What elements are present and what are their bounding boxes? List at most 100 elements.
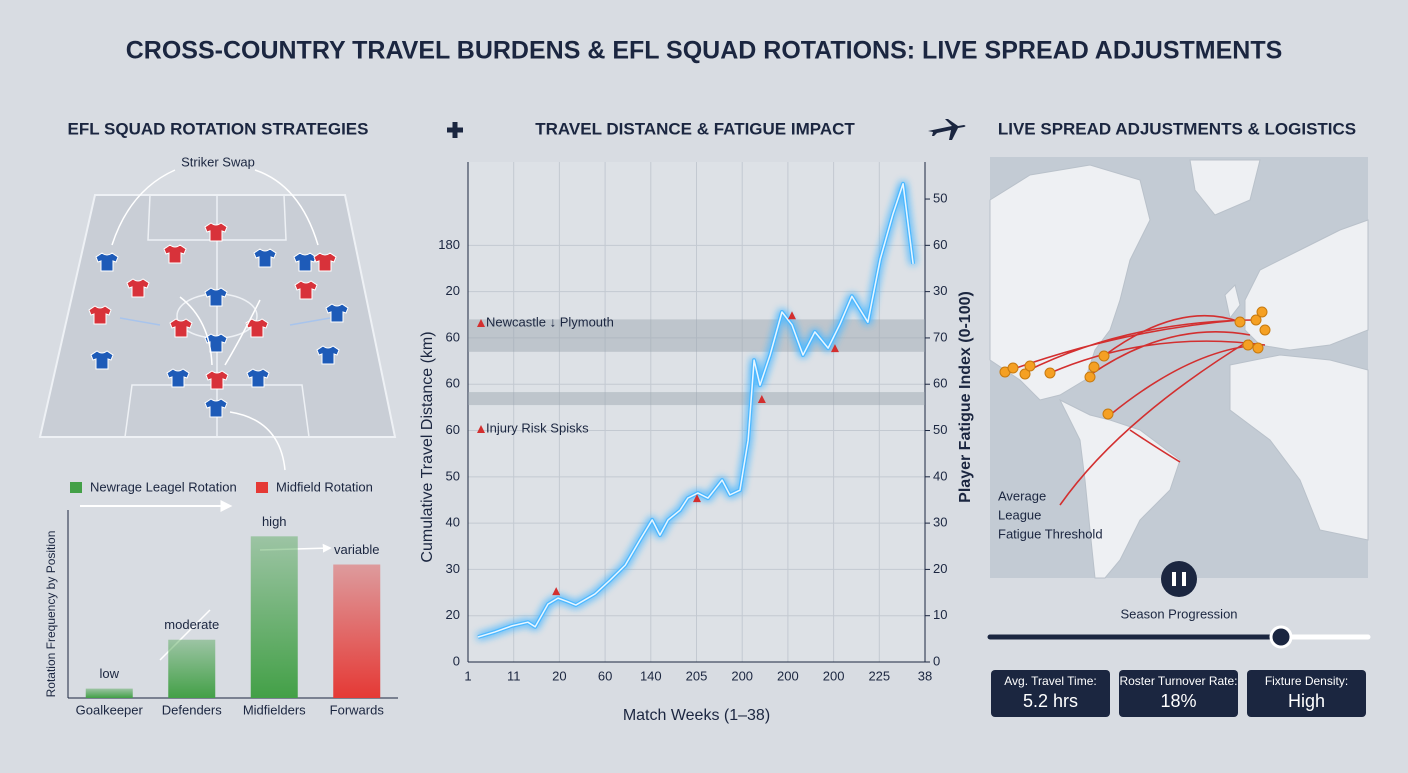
- band: [468, 319, 925, 352]
- x-tick-label: 1: [464, 668, 471, 683]
- shirt: [313, 252, 337, 272]
- bar: [168, 639, 216, 698]
- y2-tick-label: 20: [933, 561, 947, 576]
- shirt: [169, 318, 193, 338]
- shirt: [204, 222, 228, 242]
- map-annotation: Average League Fatigue Threshold: [998, 488, 1103, 541]
- city: [1084, 371, 1096, 383]
- y2-tick-label: 70: [933, 329, 947, 344]
- x-tick-label: 140: [640, 668, 662, 683]
- stat-value: 5.2 hrs: [1023, 691, 1078, 711]
- bar-annotation: high: [262, 514, 287, 529]
- map: [989, 157, 1369, 579]
- line-core: [477, 183, 914, 638]
- x-axis-label: Match Weeks (1–38): [623, 707, 770, 724]
- pause-icon: [1172, 572, 1186, 586]
- map-annotation-line: Average: [998, 488, 1046, 503]
- bar: [333, 564, 381, 698]
- marker: [552, 587, 561, 596]
- stat-label: Roster Turnover Rate:: [1119, 674, 1237, 688]
- y2-tick-label: 10: [933, 607, 947, 622]
- legend-swatch: [70, 482, 82, 493]
- slider-knob[interactable]: [1269, 625, 1293, 649]
- y2-tick-label: 30: [933, 283, 947, 298]
- stat-label: Avg. Travel Time:: [1004, 674, 1096, 688]
- y-tick-label: 40: [446, 515, 460, 530]
- x-tick-label: 11: [507, 668, 521, 683]
- x-tick-label: 38: [918, 668, 932, 683]
- annotation: Injury Risk Spisks: [486, 420, 589, 435]
- legend-swatch: [256, 482, 268, 493]
- city: [1088, 361, 1100, 373]
- y-tick-label: 20: [446, 607, 460, 622]
- map-annotation-line: League: [998, 507, 1041, 522]
- y2-tick-label: 50: [933, 190, 947, 205]
- land: [989, 164, 1151, 401]
- x-tick-label: Defenders: [162, 702, 222, 717]
- stat-value: 18%: [1160, 691, 1196, 711]
- x-tick-label: 200: [731, 668, 753, 683]
- band: [468, 392, 925, 406]
- map-annotation-line: Fatigue Threshold: [998, 526, 1103, 541]
- arrows: [111, 169, 330, 661]
- y2-tick-label: 30: [933, 515, 947, 530]
- land: [1224, 284, 1241, 320]
- shirt: [294, 280, 318, 300]
- shirt: [166, 368, 190, 388]
- x-tick-label: 200: [777, 668, 799, 683]
- arrows: [119, 317, 331, 326]
- legend-label: Midfield Rotation: [276, 479, 373, 494]
- city: [1256, 306, 1268, 318]
- y-tick-label: 20: [446, 283, 460, 298]
- city: [1234, 316, 1246, 328]
- x-tick-label: 60: [598, 668, 612, 683]
- land: [1189, 159, 1261, 216]
- city: [1242, 339, 1254, 351]
- x-tick-label: 20: [552, 668, 566, 683]
- annotation: Striker Swap: [181, 154, 255, 169]
- marker: [788, 311, 797, 320]
- shirt: [253, 248, 277, 268]
- y-tick-label: 60: [446, 329, 460, 344]
- shirt: [316, 345, 340, 365]
- shirt: [325, 303, 349, 323]
- y-tick-label: 30: [446, 561, 460, 576]
- bar: [85, 688, 133, 698]
- city: [1024, 360, 1036, 372]
- stat-box: [1247, 670, 1366, 717]
- y2-tick-label: 60: [933, 237, 947, 252]
- shirt: [204, 287, 228, 307]
- bar-annotation: moderate: [164, 617, 219, 632]
- y-tick-label: 60: [446, 422, 460, 437]
- annotation: Newcastle ↓ Plymouth: [486, 314, 614, 329]
- panel-title: TRAVEL DISTANCE & FATIGUE IMPACT: [535, 119, 855, 138]
- pause-button[interactable]: [1161, 561, 1197, 597]
- stat-label: Fixture Density:: [1265, 674, 1348, 688]
- city: [1019, 368, 1031, 380]
- city: [1252, 342, 1264, 354]
- y-tick-label: 0: [453, 653, 460, 668]
- city: [1098, 350, 1110, 362]
- y-tick-label: 60: [446, 376, 460, 391]
- y2-tick-label: 0: [933, 653, 940, 668]
- x-tick-label: 205: [686, 668, 708, 683]
- y2-tick-label: 50: [933, 422, 947, 437]
- city: [1102, 408, 1114, 420]
- bar: [250, 536, 298, 698]
- y-tick-label: 180: [438, 237, 460, 252]
- shirt: [293, 252, 317, 272]
- shirt: [245, 318, 269, 338]
- x-tick-label: Goalkeeper: [76, 702, 144, 717]
- plus-icon: [447, 122, 463, 138]
- city: [1044, 367, 1056, 379]
- x-tick-label: Forwards: [330, 702, 385, 717]
- y2-tick-label: 40: [933, 468, 947, 483]
- shirts: [88, 222, 349, 418]
- panel-title: EFL SQUAD ROTATION STRATEGIES: [68, 119, 369, 138]
- route: [1004, 314, 1266, 506]
- shirt: [204, 398, 228, 418]
- panel-title: LIVE SPREAD ADJUSTMENTS & LOGISTICS: [998, 119, 1356, 138]
- y-axis-label: Rotation Frequency by Position: [44, 531, 58, 698]
- shirt: [95, 252, 119, 272]
